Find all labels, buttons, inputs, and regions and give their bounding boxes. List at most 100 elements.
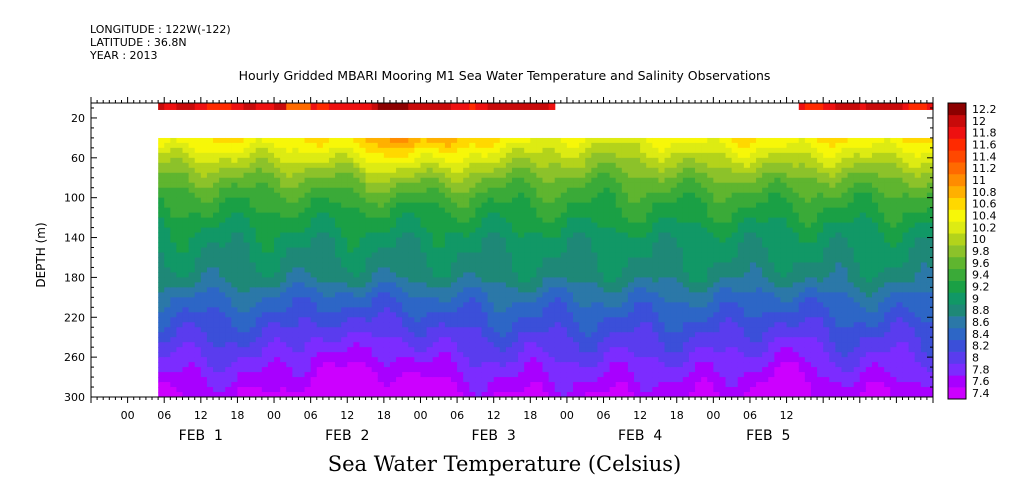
heatmap-cell [298, 202, 306, 209]
heatmap-cell [408, 327, 415, 333]
heatmap-cell [542, 357, 550, 363]
heatmap-cell [231, 282, 239, 288]
heatmap-cell [481, 382, 489, 388]
heatmap-cell [457, 287, 464, 293]
heatmap-cell [505, 247, 513, 254]
heatmap-cell [438, 332, 446, 338]
heatmap-cell [213, 207, 220, 214]
heatmap-cell [450, 152, 458, 159]
heatmap-cell [274, 232, 281, 239]
heatmap-cell [420, 217, 428, 224]
heatmap-cell [225, 347, 232, 353]
heatmap-cell [377, 172, 385, 179]
heatmap-cell [688, 207, 696, 214]
heatmap-cell [194, 167, 202, 174]
heatmap-cell [206, 312, 214, 318]
heatmap-cell [359, 222, 367, 229]
heatmap-cell [670, 137, 678, 144]
heatmap-cell [396, 362, 403, 368]
heatmap-cell [536, 172, 544, 179]
heatmap-cell [176, 317, 184, 323]
heatmap-cell [566, 372, 574, 378]
heatmap-cell [225, 292, 232, 298]
heatmap-cell [548, 327, 556, 333]
heatmap-cell [518, 177, 525, 184]
heatmap-cell [402, 312, 409, 318]
heatmap-cell [542, 277, 550, 283]
heatmap-cell [206, 272, 214, 279]
heatmap-cell [487, 347, 495, 353]
heatmap-cell [322, 207, 330, 214]
heatmap-cell [664, 227, 672, 234]
heatmap-cell [298, 282, 306, 288]
heatmap-cell [463, 267, 470, 274]
heatmap-cell [615, 222, 623, 229]
heatmap-cell [450, 347, 458, 353]
heatmap-cell [182, 212, 190, 219]
heatmap-cell [536, 337, 544, 343]
heatmap-cell [176, 202, 184, 209]
heatmap-cell [408, 207, 415, 214]
heatmap-cell [225, 382, 232, 388]
heatmap-cell [591, 192, 599, 199]
heatmap-cell [664, 137, 672, 144]
heatmap-cell [627, 152, 635, 159]
heatmap-cell [249, 377, 257, 383]
heatmap-cell [396, 372, 403, 378]
heatmap-cell [176, 177, 184, 184]
heatmap-cell [688, 352, 696, 358]
heatmap-cell [731, 302, 739, 308]
heatmap-cell [377, 387, 385, 393]
heatmap-cell [194, 252, 202, 259]
heatmap-cell [615, 152, 623, 159]
heatmap-cell [335, 262, 342, 269]
heatmap-cell [499, 267, 507, 274]
heatmap-cell [707, 232, 714, 239]
heatmap-cell [402, 262, 409, 269]
heatmap-cell [396, 162, 403, 169]
heatmap-cell [707, 212, 714, 219]
heatmap-cell [731, 222, 739, 229]
heatmap-cell [249, 142, 257, 149]
heatmap-cell [164, 272, 171, 279]
heatmap-cell [298, 332, 306, 338]
heatmap-cell [298, 167, 306, 174]
heatmap-cell [335, 177, 342, 184]
heatmap-cell [396, 152, 403, 159]
heatmap-cell [554, 197, 562, 204]
heatmap-cell [469, 137, 476, 144]
heatmap-cell [322, 292, 330, 298]
heatmap-cell [646, 287, 653, 293]
heatmap-cell [383, 182, 391, 189]
heatmap-cell [310, 162, 318, 169]
heatmap-cell [457, 372, 464, 378]
heatmap-cell [347, 282, 354, 288]
heatmap-cell [158, 367, 165, 373]
heatmap-cell [627, 317, 635, 323]
heatmap-cell [267, 277, 275, 283]
heatmap-cell [512, 287, 519, 293]
heatmap-cell [164, 362, 171, 368]
heatmap-cell [634, 337, 641, 343]
heatmap-cell [432, 272, 440, 279]
heatmap-cell [603, 137, 611, 144]
heatmap-cell [688, 242, 696, 249]
heatmap-cell [365, 212, 373, 219]
heatmap-cell [530, 182, 538, 189]
heatmap-cell [359, 367, 367, 373]
heatmap-cell [170, 312, 178, 318]
heatmap-cell [286, 207, 293, 214]
heatmap-cell [682, 282, 690, 288]
heatmap-cell [353, 292, 361, 298]
heatmap-cell [713, 282, 721, 288]
heatmap-cell [219, 347, 226, 353]
heatmap-cell [450, 192, 458, 199]
heatmap-cell [292, 277, 300, 283]
heatmap-cell [585, 217, 592, 224]
heatmap-cell [341, 312, 348, 318]
heatmap-cell [280, 152, 287, 159]
heatmap-cell [432, 342, 440, 348]
heatmap-cell [365, 382, 373, 388]
heatmap-cell [420, 202, 428, 209]
heatmap-cell [402, 392, 409, 398]
